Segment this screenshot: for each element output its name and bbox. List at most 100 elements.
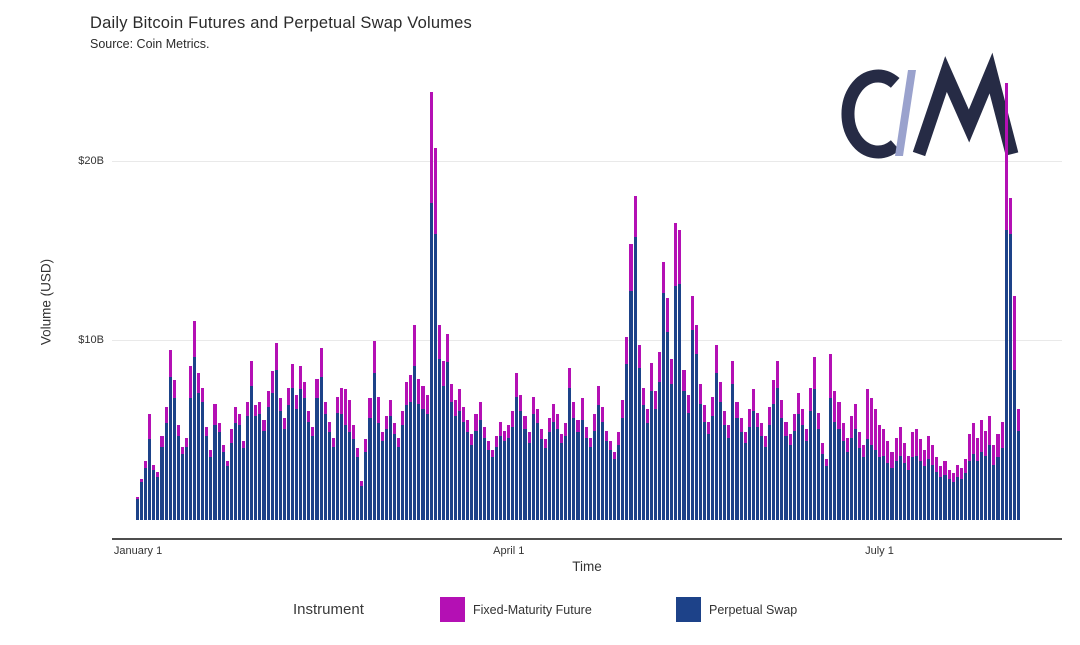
bar-segment-fixed-maturity-future [923, 450, 927, 467]
bar-segment-fixed-maturity-future [702, 405, 706, 422]
bar-segment-fixed-maturity-future [694, 324, 698, 354]
bar-segment-perpetual-swap [690, 330, 694, 520]
bar-day-166 [812, 357, 817, 520]
bar-day-132 [674, 222, 678, 520]
bar-day-138 [698, 383, 702, 520]
bar-segment-fixed-maturity-future [136, 496, 140, 499]
bar-day-124 [641, 387, 645, 520]
bar-segment-fixed-maturity-future [409, 375, 413, 402]
plot-area [112, 80, 1062, 520]
bar-segment-fixed-maturity-future [217, 423, 221, 433]
bar-segment-fixed-maturity-future [266, 391, 270, 408]
bar-day-86 [486, 441, 490, 520]
bar-day-48 [331, 437, 335, 520]
bar-segment-perpetual-swap [278, 410, 282, 520]
bar-day-199 [947, 469, 951, 520]
bar-segment-perpetual-swap [629, 290, 633, 520]
bar-day-43 [311, 426, 315, 520]
bar-day-105 [564, 423, 568, 520]
bar-day-68 [413, 324, 417, 520]
bar-segment-fixed-maturity-future [780, 400, 784, 418]
bar-segment-perpetual-swap [1000, 448, 1004, 520]
bar-segment-fixed-maturity-future [584, 426, 588, 438]
bar-day-40 [299, 366, 303, 520]
bar-day-89 [498, 421, 503, 520]
bar-segment-perpetual-swap [470, 444, 474, 520]
bar-segment-perpetual-swap [299, 389, 303, 520]
bar-segment-perpetual-swap [865, 439, 870, 520]
bar-segment-fixed-maturity-future [295, 394, 299, 410]
bar-segment-fixed-maturity-future [168, 349, 172, 377]
bar-segment-fixed-maturity-future [600, 407, 604, 422]
bar-day-26 [242, 441, 246, 520]
bar-segment-fixed-maturity-future [376, 396, 380, 424]
bar-segment-fixed-maturity-future [817, 412, 821, 429]
bar-segment-fixed-maturity-future [282, 417, 286, 429]
bar-day-36 [282, 417, 286, 520]
bar-segment-perpetual-swap [535, 423, 539, 520]
bar-segment-fixed-maturity-future [768, 407, 772, 426]
bar-segment-fixed-maturity-future [833, 391, 837, 422]
bar-day-75 [441, 360, 445, 520]
bar-day-161 [792, 414, 796, 520]
bar-segment-fixed-maturity-future [148, 414, 152, 440]
bar-day-117 [613, 451, 617, 520]
bar-segment-fixed-maturity-future [927, 435, 931, 460]
bar-segment-perpetual-swap [511, 426, 515, 520]
bar-segment-perpetual-swap [792, 430, 796, 520]
bar-segment-perpetual-swap [649, 391, 653, 520]
bar-segment-perpetual-swap [237, 425, 242, 520]
bar-segment-perpetual-swap [751, 410, 755, 520]
bar-segment-perpetual-swap [808, 410, 812, 520]
bar-segment-fixed-maturity-future [462, 407, 466, 422]
bar-day-96 [527, 432, 531, 520]
bar-segment-perpetual-swap [739, 432, 743, 520]
bar-day-155 [768, 407, 772, 520]
bar-day-187 [898, 426, 902, 520]
bar-segment-perpetual-swap [148, 439, 152, 520]
bar-day-140 [706, 421, 711, 520]
bar-segment-perpetual-swap [825, 466, 829, 520]
bar-segment-fixed-maturity-future [397, 437, 401, 447]
bar-segment-perpetual-swap [229, 443, 233, 520]
bar-day-77 [450, 383, 454, 520]
bar-day-13 [189, 366, 193, 520]
bar-segment-fixed-maturity-future [180, 446, 184, 454]
bar-segment-perpetual-swap [539, 439, 543, 520]
bar-segment-perpetual-swap [560, 443, 564, 520]
bar-segment-perpetual-swap [947, 478, 951, 520]
bar-day-71 [425, 394, 429, 520]
bar-day-45 [319, 348, 323, 520]
bar-segment-fixed-maturity-future [560, 434, 564, 444]
bar-day-10 [176, 425, 180, 520]
bar-segment-fixed-maturity-future [849, 416, 853, 438]
bar-segment-fixed-maturity-future [413, 324, 417, 367]
bar-day-107 [572, 401, 576, 520]
bar-day-185 [890, 451, 894, 520]
bar-segment-fixed-maturity-future [988, 416, 992, 445]
bar-segment-fixed-maturity-future [776, 360, 780, 388]
bar-segment-perpetual-swap [678, 283, 682, 520]
bar-day-175 [849, 416, 853, 520]
bar-day-24 [233, 407, 237, 520]
bar-segment-perpetual-swap [902, 462, 906, 520]
bar-segment-perpetual-swap [633, 237, 637, 520]
bar-segment-perpetual-swap [311, 435, 315, 520]
bar-day-213 [1004, 83, 1008, 520]
x-tick-labels: January 1 April 1 July 1 [112, 545, 1062, 561]
bar-segment-perpetual-swap [1012, 369, 1016, 520]
bar-segment-perpetual-swap [715, 373, 719, 520]
bar-day-85 [482, 426, 486, 520]
bar-day-126 [649, 362, 653, 520]
bar-segment-fixed-maturity-future [621, 400, 625, 418]
bar-segment-perpetual-swap [735, 417, 739, 520]
bar-segment-fixed-maturity-future [323, 401, 327, 415]
bar-segment-fixed-maturity-future [596, 385, 600, 406]
bar-segment-fixed-maturity-future [976, 437, 980, 461]
bar-segment-fixed-maturity-future [140, 478, 144, 483]
bar-segment-perpetual-swap [959, 478, 963, 520]
legend: Instrument Fixed-Maturity Future Perpetu… [0, 593, 1080, 629]
bar-segment-perpetual-swap [327, 432, 331, 520]
bar-segment-perpetual-swap [711, 416, 715, 520]
